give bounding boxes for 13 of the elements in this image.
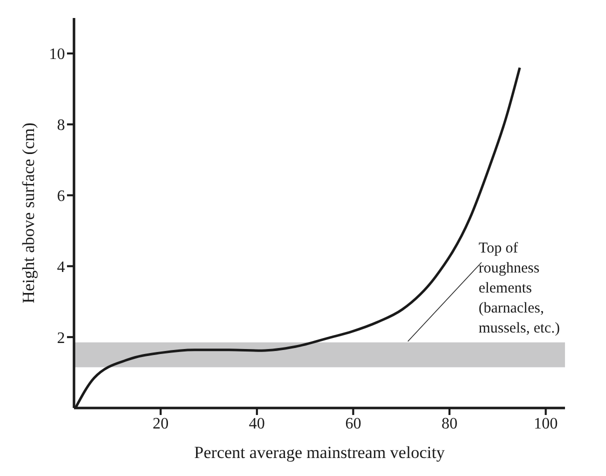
y-tick-label: 8: [57, 117, 65, 134]
y-tick-label: 4: [57, 258, 65, 276]
x-tick-label: 100: [534, 415, 558, 432]
x-tick-label: 20: [152, 415, 169, 432]
band-label: Top of roughness elements (barnacles, mussels, etc.): [478, 240, 560, 336]
y-axis-title: Height above surface (cm): [19, 122, 38, 304]
y-tick-label: 10: [49, 46, 65, 64]
x-axis-title: Percent average mainstream velocity: [194, 443, 446, 462]
y-tick-label: 2: [57, 330, 65, 347]
x-tick-label: 80: [441, 415, 458, 432]
x-tick-label: 40: [248, 415, 265, 432]
x-tick-label: 60: [345, 415, 362, 432]
y-tick-label: 6: [57, 188, 65, 205]
